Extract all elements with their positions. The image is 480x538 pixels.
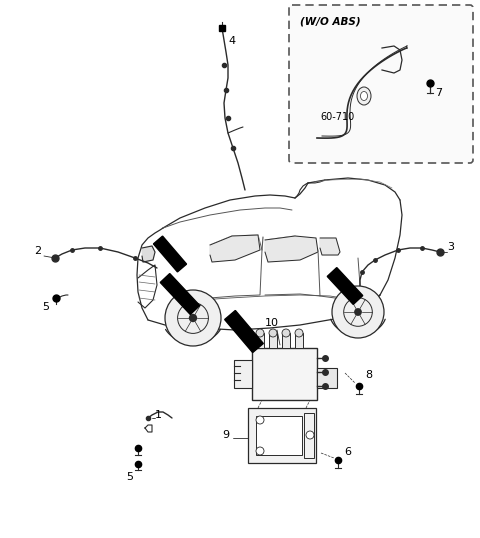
Text: (W/O ABS): (W/O ABS)	[300, 16, 360, 26]
Circle shape	[282, 329, 290, 337]
Text: 10: 10	[265, 318, 279, 328]
Bar	[317, 368, 337, 388]
Circle shape	[165, 290, 221, 346]
Polygon shape	[225, 310, 264, 352]
Text: 5: 5	[43, 302, 49, 312]
Polygon shape	[320, 238, 340, 255]
Polygon shape	[265, 236, 318, 262]
Text: 6: 6	[344, 447, 351, 457]
Bar	[248, 408, 316, 463]
Circle shape	[256, 329, 264, 337]
Circle shape	[269, 329, 277, 337]
Polygon shape	[160, 273, 200, 314]
Ellipse shape	[357, 87, 371, 105]
Text: 1: 1	[155, 410, 162, 420]
FancyBboxPatch shape	[289, 5, 473, 163]
Bar	[304, 413, 314, 458]
Text: 4: 4	[228, 36, 235, 46]
Bar	[282, 333, 290, 348]
Text: 5: 5	[127, 472, 133, 482]
Circle shape	[256, 447, 264, 455]
Circle shape	[306, 431, 314, 439]
Text: 2: 2	[35, 246, 42, 256]
Text: 8: 8	[365, 370, 372, 380]
Bar	[252, 348, 317, 400]
Circle shape	[189, 314, 197, 322]
Bar	[234, 360, 252, 388]
Circle shape	[295, 329, 303, 337]
Text: 60-710: 60-710	[320, 112, 354, 122]
Text: 7: 7	[435, 88, 442, 98]
Circle shape	[332, 286, 384, 338]
Polygon shape	[154, 236, 187, 272]
Ellipse shape	[360, 91, 368, 101]
Bar	[256, 416, 302, 455]
Circle shape	[256, 416, 264, 424]
Polygon shape	[142, 246, 155, 262]
Polygon shape	[327, 267, 363, 305]
Polygon shape	[210, 235, 260, 262]
Bar	[295, 333, 303, 348]
Text: 3: 3	[447, 242, 454, 252]
Circle shape	[354, 308, 362, 316]
Text: 9: 9	[222, 430, 229, 440]
Bar	[256, 333, 264, 348]
Bar	[269, 333, 277, 348]
